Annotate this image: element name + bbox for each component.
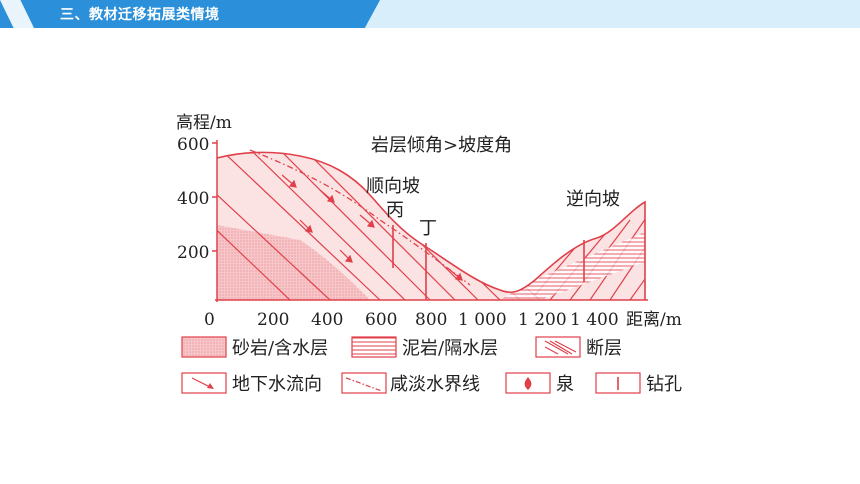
legend-borehole-label: 钻孔 (646, 374, 682, 395)
x-tick-200: 200 (257, 310, 289, 330)
label-ding: 丁 (419, 218, 437, 239)
x-tick-400: 400 (311, 310, 343, 330)
legend-boundary-label: 咸淡水界线 (390, 374, 480, 395)
label-upslope: 逆向坡 (566, 189, 620, 210)
y-tick-200: 200 (177, 243, 209, 263)
x-tick-0: 0 (204, 310, 215, 330)
x-tick-800: 800 (415, 310, 447, 330)
header-bar: 三、教材迁移拓展类情境 (0, 0, 860, 28)
legend-spring-label: 泉 (556, 374, 574, 395)
legend-flow-label: 地下水流向 (232, 374, 322, 395)
x-axis-title: 距离/m (626, 310, 682, 330)
x-tick-1200: 1 200 (518, 310, 567, 330)
axes (212, 140, 648, 302)
x-tick-600: 600 (365, 310, 397, 330)
y-axis-title: 高程/m (176, 113, 232, 133)
header-tab (0, 0, 380, 28)
terrain-section (216, 149, 646, 300)
legend-fault-label: 断层 (586, 338, 622, 359)
y-tick-600: 600 (177, 135, 209, 155)
label-downslope: 顺向坡 (366, 176, 420, 197)
legend: 砂岩/含水层 泥岩/隔水层 断层 地下水流向 咸淡水界线 泉 钻孔 (181, 336, 682, 395)
x-tick-1000: 1 000 (458, 310, 507, 330)
label-bing: 丙 (386, 200, 404, 221)
legend-sandstone-label: 砂岩/含水层 (232, 338, 328, 359)
y-tick-400: 400 (177, 189, 209, 209)
page-title: 三、教材迁移拓展类情境 (60, 7, 220, 23)
x-tick-1400: 1 400 (570, 310, 619, 330)
legend-mudstone-label: 泥岩/隔水层 (402, 338, 498, 359)
dip-annotation: 岩层倾角>坡度角 (371, 135, 512, 156)
